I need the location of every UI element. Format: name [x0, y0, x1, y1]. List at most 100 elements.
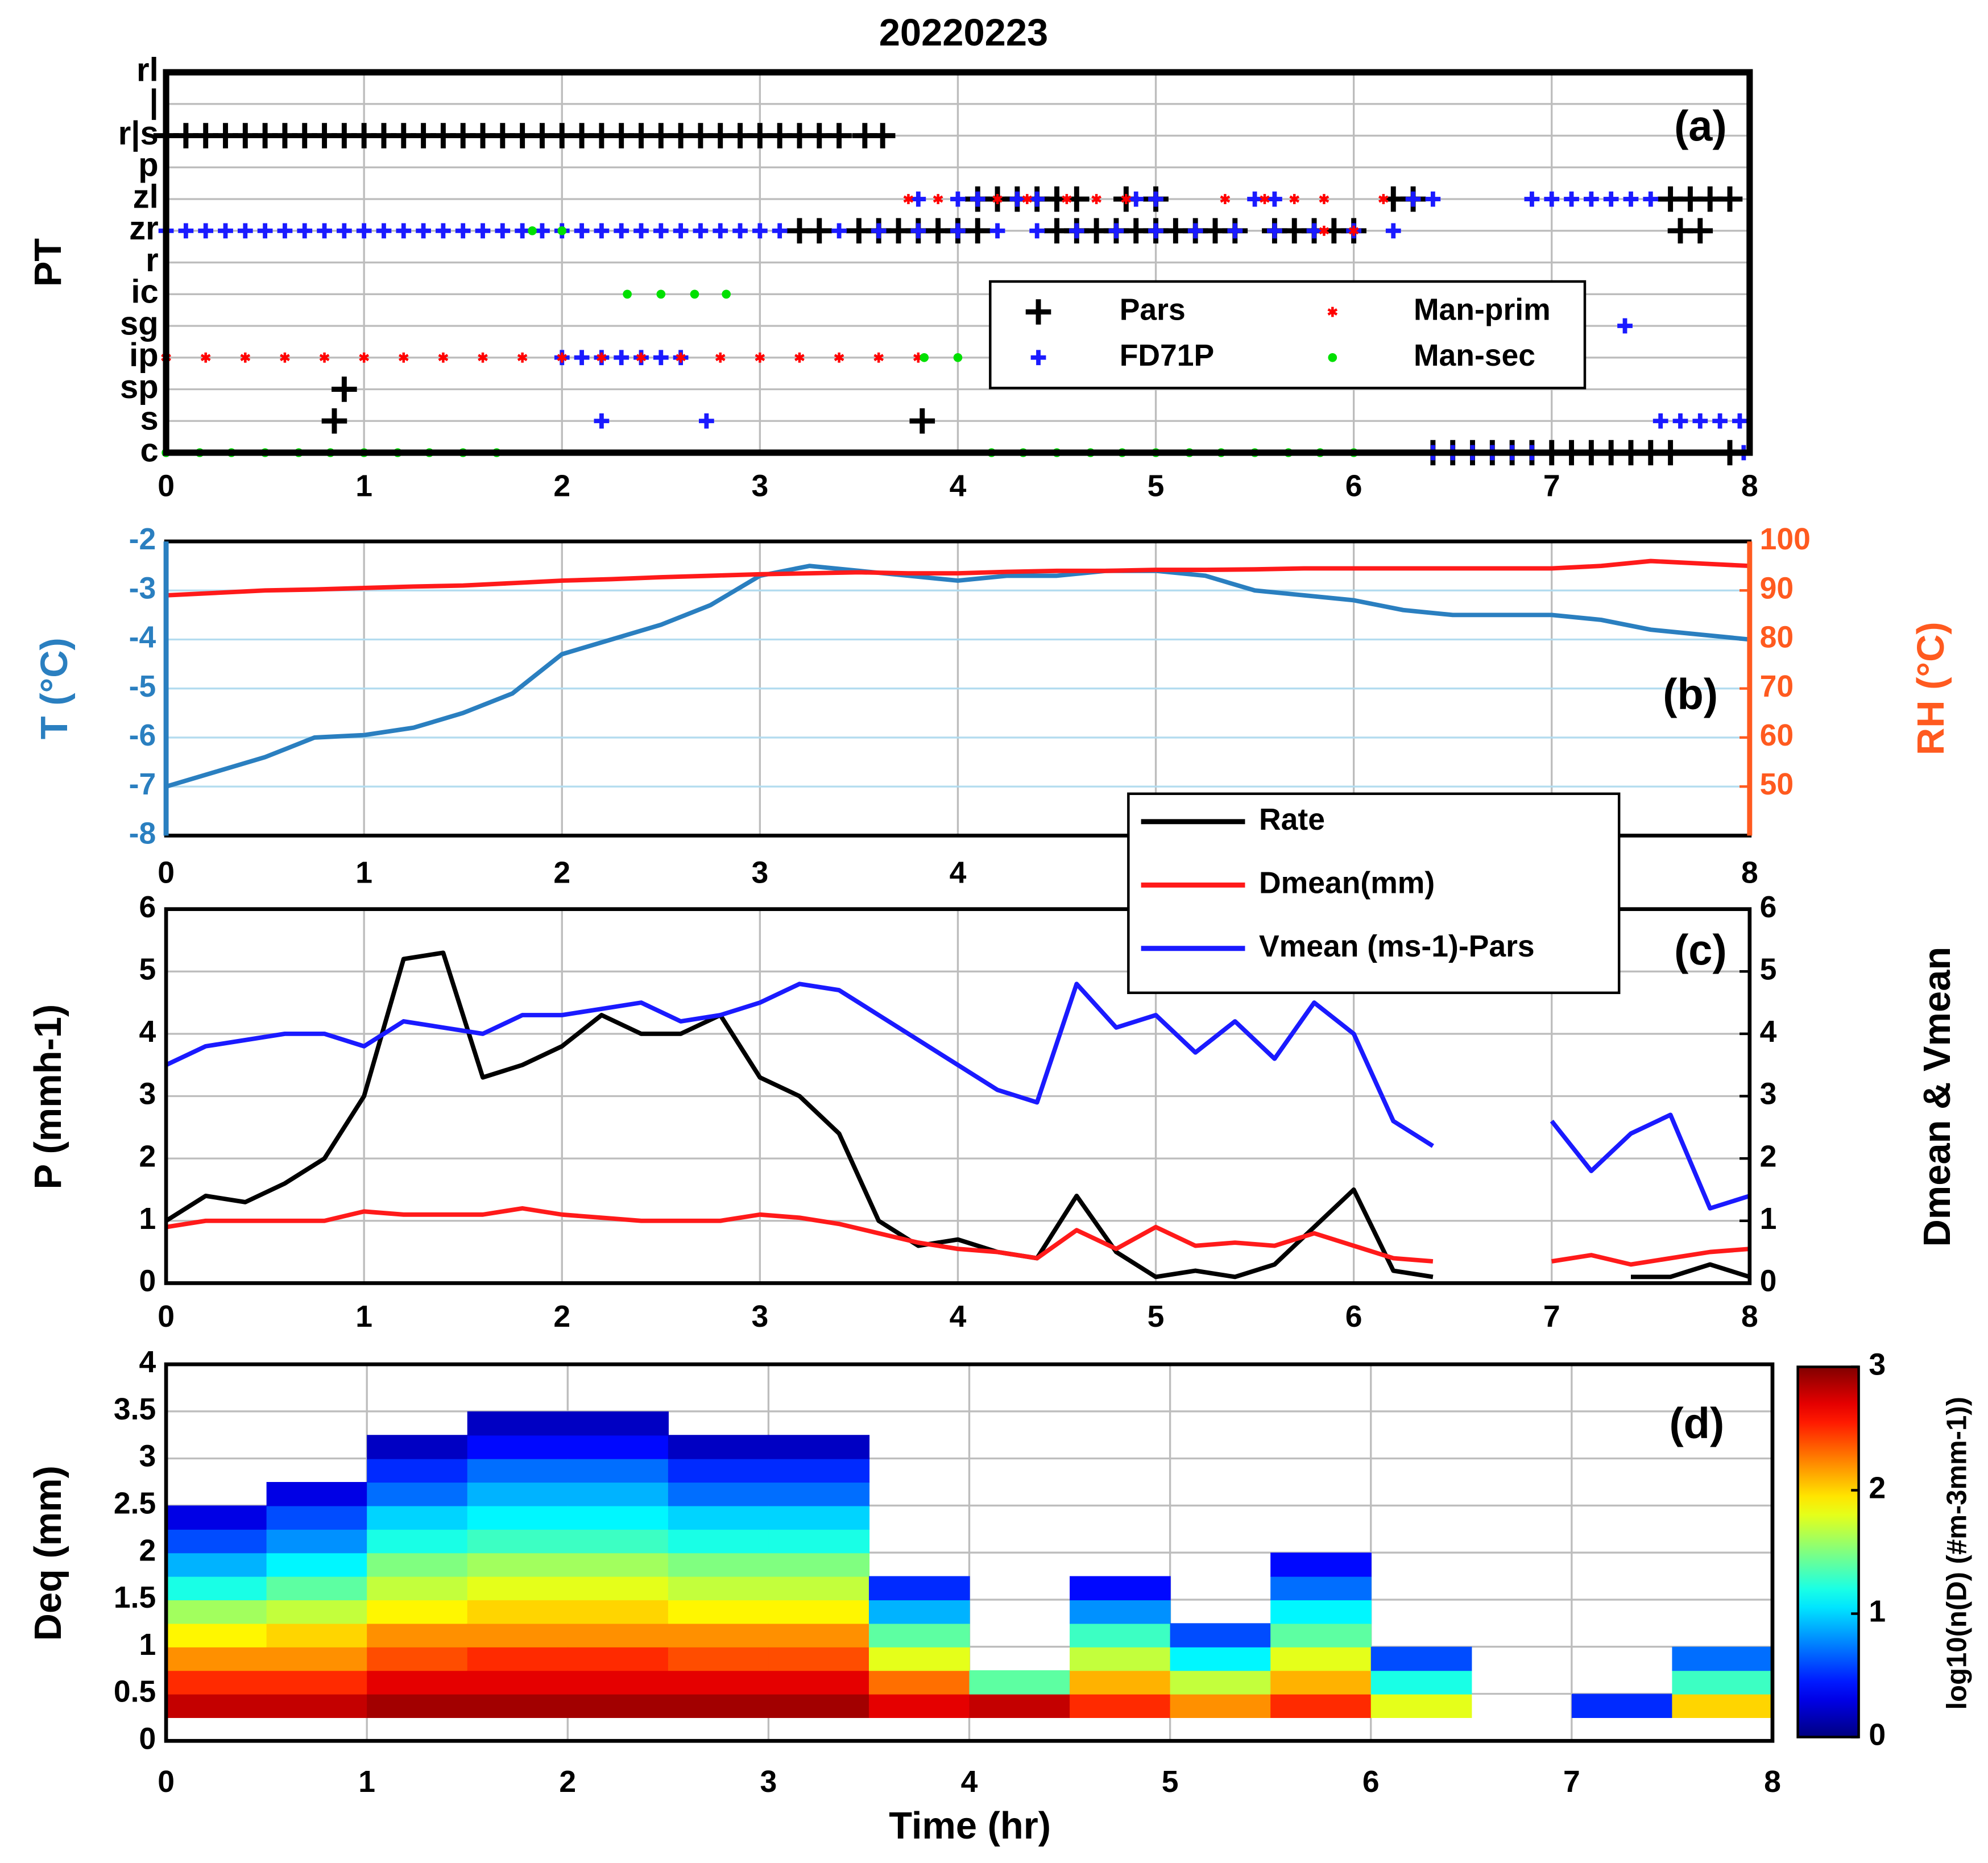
x-tick-label: 0	[158, 1300, 175, 1334]
series-line	[165, 1206, 1750, 1267]
y-tick-label: rl	[136, 52, 159, 88]
point	[1247, 191, 1262, 207]
point	[297, 223, 313, 239]
heat-cell	[266, 1599, 368, 1624]
y-tick-label: 3	[139, 1440, 156, 1473]
point	[240, 352, 251, 363]
point	[1617, 318, 1633, 334]
point	[964, 218, 991, 244]
heat-cell	[568, 1599, 669, 1624]
heat-cell	[367, 1599, 468, 1624]
heat-cell	[1672, 1670, 1774, 1695]
point	[989, 223, 1005, 239]
heat-cell	[768, 1458, 870, 1483]
heat-cell	[1370, 1670, 1472, 1695]
heat-cell	[568, 1435, 669, 1459]
point	[1220, 194, 1231, 204]
y2-tick-label: 3	[1760, 1078, 1777, 1111]
heat-cell	[467, 1529, 569, 1554]
point	[1385, 223, 1401, 239]
point	[1717, 186, 1743, 212]
y-tick-label: 2	[139, 1534, 156, 1567]
point	[1121, 194, 1132, 204]
legend-box	[1127, 792, 1621, 995]
heat-cell	[367, 1670, 468, 1695]
heat-cell	[1270, 1694, 1372, 1718]
x-tick-label: 2	[559, 1765, 576, 1799]
x-tick-label: 8	[1764, 1765, 1781, 1799]
x-tick-label: 5	[1148, 1300, 1165, 1334]
point	[1289, 194, 1300, 204]
y-tick-label: r|s	[118, 115, 159, 152]
heat-cell	[1270, 1623, 1372, 1647]
heat-cell	[768, 1435, 870, 1459]
point	[1712, 413, 1728, 429]
point	[237, 223, 253, 239]
point	[478, 352, 488, 363]
heat-cell	[668, 1505, 769, 1530]
point	[1348, 225, 1359, 236]
heat-cell	[1170, 1646, 1272, 1671]
heat-cell	[1170, 1623, 1272, 1647]
y-tick-label: -5	[129, 670, 156, 703]
heat-cell	[668, 1670, 769, 1695]
point	[597, 352, 607, 363]
heat-cell	[367, 1694, 468, 1718]
y2-tick-label: 80	[1760, 621, 1794, 655]
heat-cell	[969, 1670, 1071, 1695]
heat-cell	[1070, 1694, 1171, 1718]
heat-cell	[367, 1623, 468, 1647]
y-tick-label: 5	[139, 953, 156, 986]
point	[416, 223, 431, 239]
heat-cell	[367, 1458, 468, 1483]
point	[1319, 225, 1330, 236]
heat-cell	[568, 1482, 669, 1506]
y2-tick-label: 100	[1760, 523, 1811, 556]
heat-cell	[868, 1576, 970, 1601]
heat-cell	[768, 1599, 870, 1624]
point	[873, 352, 884, 363]
y-tick-label: 3	[139, 1078, 156, 1111]
series-line	[164, 950, 1751, 1280]
point	[1306, 223, 1322, 239]
heat-cell	[768, 1694, 870, 1718]
legend-label: FD71P	[1120, 339, 1215, 372]
y-tick-label: -8	[129, 817, 156, 850]
colorbar-tick-label: 3	[1869, 1348, 1886, 1382]
heat-cell	[1270, 1576, 1372, 1601]
point	[1319, 194, 1330, 204]
y-tick-label: 0.5	[114, 1675, 156, 1709]
point	[280, 352, 290, 363]
legend-box	[989, 280, 1587, 390]
heat-cell	[1070, 1576, 1171, 1601]
heat-cell	[568, 1411, 669, 1436]
heat-cell	[467, 1482, 569, 1506]
heat-cell	[1270, 1646, 1372, 1671]
point	[933, 194, 943, 204]
point	[653, 223, 669, 239]
heat-cell	[467, 1694, 569, 1718]
x-tick-label: 8	[1741, 470, 1758, 503]
point	[693, 223, 709, 239]
point	[1260, 194, 1270, 204]
point	[1029, 223, 1045, 239]
point	[1405, 191, 1421, 207]
y2-tick-label: 90	[1760, 572, 1794, 605]
heat-cell	[367, 1576, 468, 1601]
point	[1068, 223, 1084, 239]
point	[398, 352, 409, 363]
heat-cell	[166, 1694, 267, 1718]
point	[359, 352, 370, 363]
x-tick-label: 0	[158, 1765, 175, 1799]
y-tick-label: |	[149, 84, 158, 120]
x-tick-label: 4	[950, 1300, 967, 1334]
heat-cell	[668, 1458, 769, 1483]
point	[1687, 218, 1713, 244]
point	[1564, 191, 1579, 207]
point	[633, 223, 649, 239]
point	[673, 223, 689, 239]
y-tick-label: 1	[139, 1628, 156, 1662]
heat-cell	[467, 1599, 569, 1624]
point	[277, 223, 293, 239]
heat-cell	[467, 1646, 569, 1671]
